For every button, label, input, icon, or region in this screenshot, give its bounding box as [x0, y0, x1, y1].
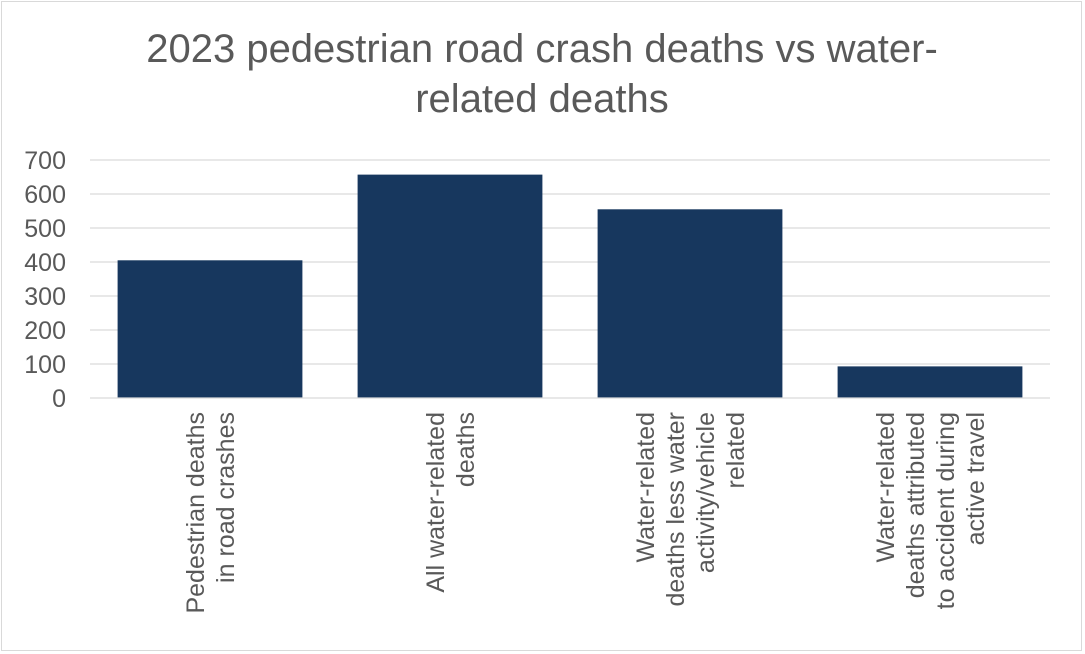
- x-category-label-line: activity/vehicle: [692, 412, 720, 573]
- y-tick-label: 400: [24, 249, 66, 277]
- x-category-label-line: deaths attributed: [902, 412, 930, 598]
- y-tick-label: 300: [24, 283, 66, 311]
- x-category-label-line: active travel: [962, 412, 990, 545]
- x-category-label: Water-related deaths less water activity/v…: [632, 412, 750, 607]
- chart-title: 2023 pedestrian road crash deaths vs wat…: [146, 27, 938, 121]
- x-axis-category-labels: Pedestrian deaths in road crashes All wate…: [182, 412, 990, 614]
- bar: [117, 260, 303, 398]
- bar: [837, 366, 1023, 398]
- x-category-label: Pedestrian deaths in road crashes: [182, 412, 240, 614]
- y-tick-label: 0: [52, 385, 66, 413]
- y-tick-label: 200: [24, 317, 66, 345]
- bar: [597, 209, 783, 398]
- x-category-label-line: deaths less water: [662, 412, 690, 607]
- bar: [357, 174, 543, 398]
- x-category-label-line: deaths: [452, 412, 480, 487]
- y-tick-label: 600: [24, 181, 66, 209]
- x-category-label-line: to accident during: [932, 412, 960, 609]
- x-category-label: All water-related deaths: [422, 412, 480, 593]
- y-axis-tick-labels: 0 100 200 300 400 500 600 700: [24, 147, 66, 413]
- y-tick-label: 700: [24, 147, 66, 175]
- bars: [117, 174, 1023, 398]
- x-category-label-line: in road crashes: [212, 412, 240, 583]
- x-category-label-line: Water-related: [632, 412, 660, 563]
- x-category-label-line: related: [722, 412, 750, 488]
- x-category-label-line: Pedestrian deaths: [182, 412, 210, 614]
- x-category-label-line: Water-related: [872, 412, 900, 563]
- y-tick-label: 500: [24, 215, 66, 243]
- y-tick-label: 100: [24, 351, 66, 379]
- x-category-label: Water-related deaths attributed to acciden…: [872, 412, 990, 609]
- x-category-label-line: All water-related: [422, 412, 450, 593]
- chart-title-line: 2023 pedestrian road crash deaths vs wat…: [146, 27, 938, 71]
- chart-title-line: related deaths: [415, 77, 669, 121]
